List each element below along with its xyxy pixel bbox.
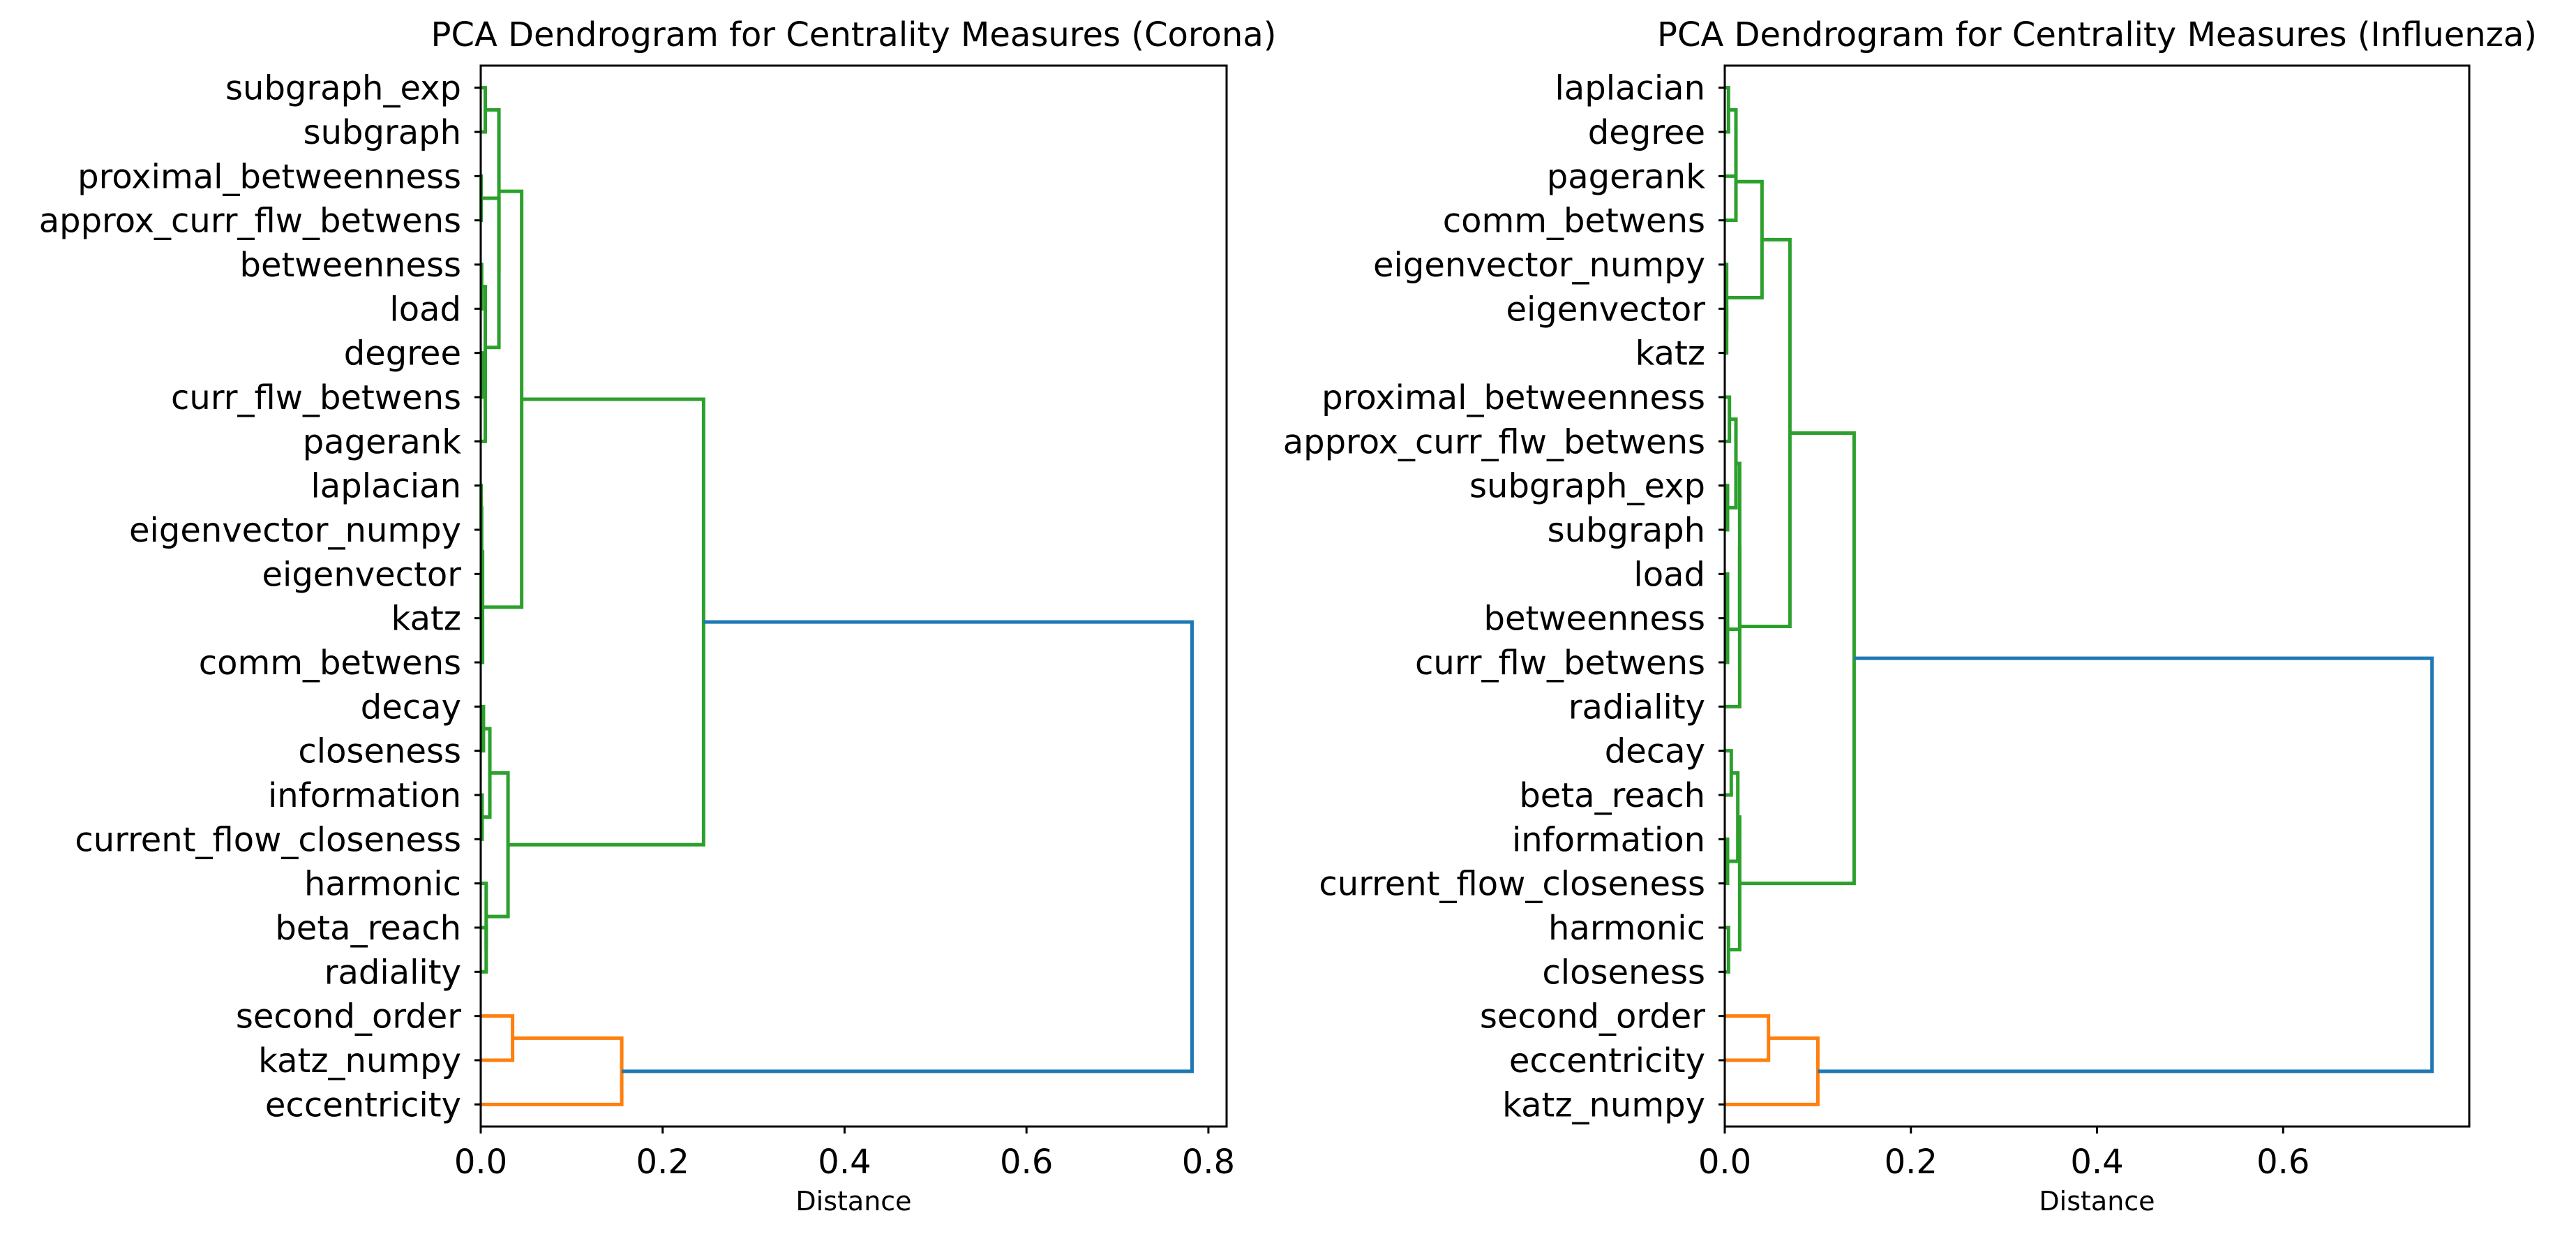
leaf-label: betweenness (239, 246, 461, 285)
leaf-label: decay (361, 688, 461, 727)
dendrogram-link-green (1739, 237, 1792, 629)
plot-frame (1723, 64, 2471, 1128)
leaf-label: katz (391, 600, 461, 639)
leaf-label: approx_curr_flw_betwens (1283, 422, 1705, 461)
corona-x-axis-label: Distance (795, 1186, 911, 1217)
leaf-label: second_order (236, 997, 461, 1036)
dendrogram-link-green (481, 285, 488, 408)
dendrogram-link-green (1725, 142, 1738, 223)
dendrogram-link-green (1725, 926, 1730, 974)
x-tick-label: 0.0 (1698, 1143, 1751, 1182)
influenza-dendrogram-panel: PCA Dendrogram for Centrality Measures (… (1283, 15, 2537, 1217)
leaf-label: approx_curr_flw_betwens (39, 202, 461, 241)
influenza-chart-title: PCA Dendrogram for Centrality Measures (… (1657, 15, 2537, 54)
x-tick-label: 0.2 (636, 1143, 689, 1182)
leaf-label: proximal_betweenness (77, 157, 461, 196)
dendrogram-link-green (1725, 837, 1730, 886)
leaf-label: beta_reach (1519, 776, 1705, 815)
x-tick-label: 0.6 (2256, 1143, 2309, 1182)
leaf-label: eigenvector_numpy (129, 511, 461, 550)
leaf-label: eccentricity (265, 1085, 461, 1124)
leaf-label: radiality (324, 953, 461, 992)
dendrogram-link-green (1728, 461, 1742, 631)
corona-chart-title: PCA Dendrogram for Centrality Measures (… (431, 15, 1277, 54)
leaf-label: eccentricity (1509, 1041, 1705, 1080)
dendrogram-link-orange (1725, 1036, 1820, 1106)
leaf-label: laplacian (310, 467, 461, 506)
leaf-label: harmonic (304, 865, 461, 904)
leaf-label: decay (1605, 732, 1705, 771)
leaf-label: pagerank (1547, 157, 1705, 196)
leaf-label: load (1633, 555, 1705, 594)
dendrogram-link-green (1725, 86, 1730, 134)
leaf-label: beta_reach (275, 909, 461, 948)
x-tick-label: 0.6 (1000, 1143, 1053, 1182)
dendrogram-link-blue (622, 620, 1194, 1073)
corona-dendrogram-panel: PCA Dendrogram for Centrality Measures (… (39, 15, 1277, 1217)
leaf-label: katz_numpy (258, 1041, 461, 1080)
leaf-label: degree (1588, 113, 1705, 152)
leaf-label: katz_numpy (1502, 1085, 1705, 1124)
dendrogram-link-green (1726, 179, 1764, 299)
dendrogram-link-orange (481, 1014, 515, 1062)
leaf-label: harmonic (1548, 909, 1705, 948)
x-tick-label: 0.0 (454, 1143, 507, 1182)
leaf-label: subgraph (304, 113, 461, 152)
leaf-label: proximal_betweenness (1321, 378, 1705, 417)
x-tick-label: 0.4 (2070, 1143, 2123, 1182)
leaf-label: second_order (1480, 997, 1705, 1036)
dendrogram-link-green (485, 107, 501, 273)
plot-frame (479, 64, 1228, 1128)
dendrogram-link-orange (481, 1036, 624, 1106)
leaf-label: current_flow_closeness (1319, 865, 1705, 904)
leaf-label: comm_betwens (1443, 202, 1705, 241)
dendrogram-link-orange (1725, 1014, 1771, 1062)
leaf-label: degree (344, 334, 461, 373)
leaf-label: load (389, 290, 461, 329)
leaf-label: subgraph_exp (1469, 467, 1705, 506)
leaf-label: laplacian (1555, 69, 1705, 108)
dendrogram-link-green (508, 397, 705, 847)
leaf-label: subgraph (1548, 511, 1705, 550)
dendrogram-link-green (1728, 771, 1740, 863)
leaf-label: current_flow_closeness (75, 820, 461, 859)
dendrogram-link-green (481, 86, 488, 134)
dendrogram-link-green (1725, 484, 1730, 532)
dendrogram-link-green (1728, 417, 1738, 510)
x-tick-label: 0.2 (1885, 1143, 1938, 1182)
dendrogram-link-blue (1818, 656, 2434, 1073)
leaf-label: eigenvector_numpy (1373, 246, 1705, 285)
leaf-label: eigenvector (262, 555, 461, 594)
leaf-label: eigenvector (1506, 290, 1705, 329)
leaf-label: information (1512, 820, 1705, 859)
leaf-label: katz (1635, 334, 1705, 373)
leaf-label: curr_flw_betwens (171, 378, 461, 417)
dendrogram-link-green (1725, 546, 1742, 708)
leaf-label: curr_flw_betwens (1415, 644, 1705, 683)
dendrogram-link-green (1739, 431, 1856, 886)
leaf-label: subgraph_exp (225, 69, 461, 108)
influenza-x-axis-label: Distance (2039, 1186, 2155, 1217)
leaf-label: radiality (1568, 688, 1705, 727)
leaf-label: comm_betwens (199, 644, 461, 683)
x-tick-label: 0.8 (1182, 1143, 1235, 1182)
leaf-label: pagerank (303, 422, 461, 461)
dendrogram-link-green (1725, 107, 1738, 178)
leaf-label: information (268, 776, 461, 815)
dendrogram-link-green (482, 189, 524, 609)
leaf-label: betweenness (1483, 600, 1705, 639)
x-tick-label: 0.4 (818, 1143, 871, 1182)
dendrogram-link-green (481, 882, 488, 950)
leaf-label: closeness (1542, 953, 1705, 992)
leaf-label: closeness (298, 732, 461, 771)
